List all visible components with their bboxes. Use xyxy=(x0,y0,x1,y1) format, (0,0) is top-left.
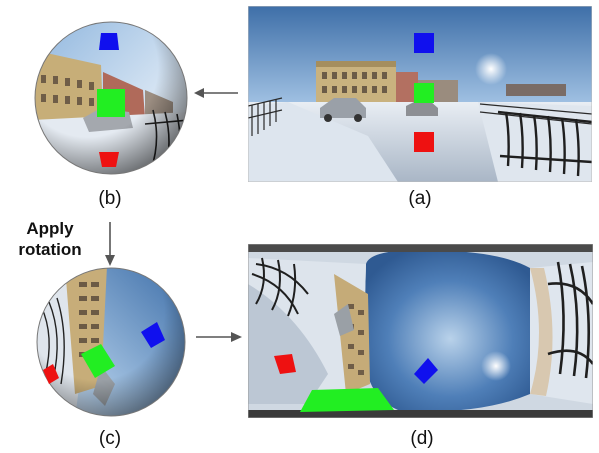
blue-marker xyxy=(414,358,438,384)
panorama-d xyxy=(248,244,593,418)
panorama-a xyxy=(248,6,592,182)
green-marker xyxy=(97,89,125,117)
apply-rotation-text: Apply rotation xyxy=(2,218,98,260)
red-marker xyxy=(99,152,119,167)
blue-marker xyxy=(99,33,119,50)
red-marker xyxy=(274,354,296,374)
label-b: (b) xyxy=(98,188,122,209)
red-marker xyxy=(43,364,59,384)
green-marker xyxy=(300,388,394,412)
blue-marker xyxy=(414,33,434,53)
green-marker xyxy=(414,83,434,103)
sphere-c xyxy=(35,266,187,418)
label-d: (d) xyxy=(410,428,434,449)
arrow-c-to-d xyxy=(196,332,242,342)
sphere-b xyxy=(33,20,189,176)
red-marker xyxy=(414,132,434,152)
arrow-a-to-b xyxy=(194,88,238,98)
label-c: (c) xyxy=(98,428,122,449)
apply-rotation-line1: Apply xyxy=(26,219,74,238)
green-marker xyxy=(81,344,115,378)
blue-marker xyxy=(141,322,165,348)
arrow-b-to-c xyxy=(105,222,115,266)
apply-rotation-line2: rotation xyxy=(18,240,82,259)
label-a: (a) xyxy=(408,188,432,209)
